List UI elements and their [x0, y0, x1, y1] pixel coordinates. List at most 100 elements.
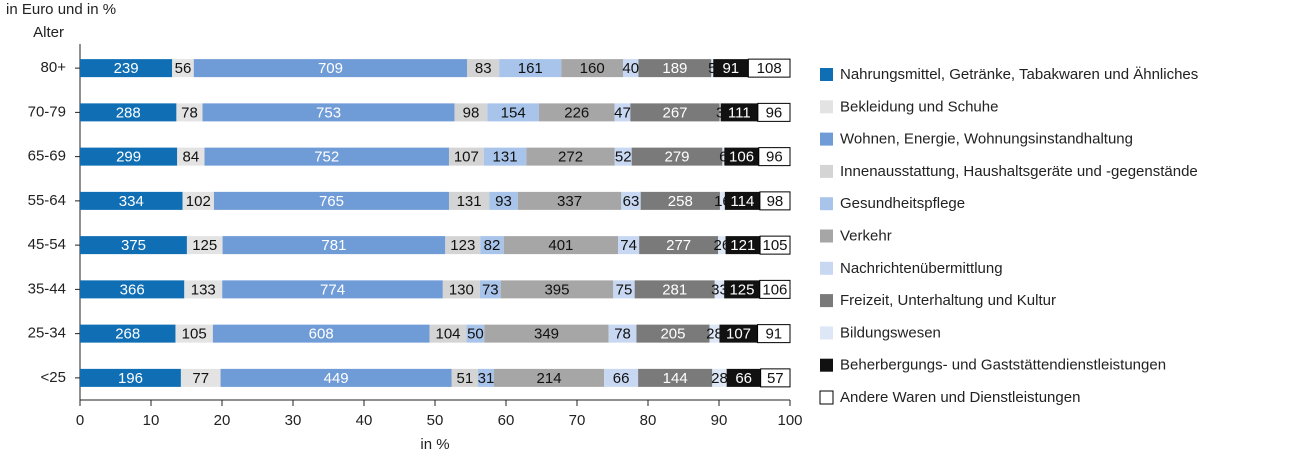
data-label: 91 — [765, 326, 782, 343]
data-label: 98 — [767, 193, 784, 210]
data-label: 56 — [175, 60, 192, 77]
data-label: 214 — [537, 370, 562, 387]
bar-segment — [80, 59, 173, 78]
data-label: 366 — [120, 281, 145, 298]
legend-label: Verkehr — [840, 227, 892, 244]
data-label: 74 — [620, 237, 637, 254]
bar-segment — [442, 280, 480, 299]
bar-segment — [719, 103, 721, 122]
x-tick-label: 40 — [356, 412, 373, 429]
data-label: 108 — [757, 60, 782, 77]
bar-segment — [479, 280, 501, 299]
bar-segment — [726, 368, 761, 387]
data-label: 78 — [614, 326, 631, 343]
bar-segment — [623, 59, 639, 78]
bar-segment — [467, 59, 500, 78]
data-label: 709 — [318, 60, 343, 77]
bar-segment — [477, 368, 494, 387]
data-label: 189 — [662, 60, 687, 77]
x-tick-label: 80 — [640, 412, 657, 429]
bar-segment — [631, 147, 723, 166]
data-label: 114 — [730, 193, 754, 210]
legend-swatch — [820, 197, 833, 211]
bar-segment — [80, 280, 185, 299]
bar-segment — [213, 191, 449, 210]
bar-segment — [176, 103, 203, 122]
data-label: 226 — [564, 104, 589, 121]
bar-segment — [499, 59, 562, 78]
data-label: 272 — [558, 149, 583, 166]
legend-label: Gesundheitspflege — [840, 195, 965, 212]
bar-segment — [757, 324, 791, 344]
bar-segment — [630, 103, 720, 122]
data-label: 73 — [482, 281, 499, 298]
data-label: 96 — [766, 104, 783, 121]
bar-segment — [608, 324, 637, 343]
bar-segment — [429, 324, 467, 343]
bar-segment — [182, 191, 214, 210]
bar-segment — [177, 147, 205, 166]
data-label: 63 — [623, 193, 640, 210]
data-label: 111 — [728, 104, 751, 121]
data-label: 104 — [435, 326, 460, 343]
bar-segment — [172, 59, 194, 78]
data-label: 82 — [484, 237, 501, 254]
y-tick-label: 65-69 — [28, 148, 66, 165]
legend-label: Bekleidung und Schuhe — [840, 98, 998, 115]
y-tick-label: 25-34 — [28, 325, 66, 342]
bar-segment — [759, 235, 791, 255]
bar-segment — [448, 147, 484, 166]
bar-segment — [757, 102, 791, 122]
bar-segment — [80, 103, 177, 122]
bar-segment — [466, 324, 485, 343]
legend-label: Innenausstattung, Haushaltsgeräte und -g… — [840, 163, 1198, 180]
bar-segment — [713, 59, 749, 78]
bar-segment — [484, 324, 609, 343]
bar-segment — [640, 191, 720, 210]
x-tick-label: 100 — [777, 412, 802, 429]
data-label: 75 — [616, 281, 633, 298]
data-label: 131 — [457, 193, 482, 210]
chart-title: in Euro und in % — [6, 1, 116, 18]
data-label: 93 — [495, 193, 512, 210]
data-label: 98 — [463, 104, 480, 121]
data-label: 47 — [614, 104, 631, 121]
y-tick-label: 45-54 — [28, 236, 66, 253]
y-axis-title: Alter — [33, 24, 64, 41]
x-axis-title: in % — [420, 436, 449, 453]
bar-segment — [489, 191, 518, 210]
data-label: 299 — [116, 149, 141, 166]
data-label: 267 — [662, 104, 687, 121]
y-tick-label: 35-44 — [28, 280, 66, 297]
legend-swatch — [820, 261, 833, 275]
x-tick-label: 50 — [427, 412, 444, 429]
data-label: 91 — [722, 60, 739, 77]
bar-segment — [193, 59, 468, 78]
data-label: 196 — [118, 370, 143, 387]
bar-segment — [451, 368, 478, 387]
data-label: 781 — [321, 237, 346, 254]
bar-segment — [480, 236, 504, 255]
bar-segment — [503, 236, 619, 255]
bar-segment — [621, 191, 641, 210]
bar-segment — [759, 191, 791, 211]
data-label: 125 — [192, 237, 217, 254]
data-label: 50 — [467, 326, 484, 343]
bar-segment — [613, 280, 635, 299]
bar-segment — [454, 103, 488, 122]
bar-segment — [712, 368, 727, 387]
x-tick-label: 0 — [76, 412, 84, 429]
legend-swatch — [820, 132, 833, 146]
bar-segment — [80, 324, 176, 343]
bar-segment — [638, 368, 713, 387]
data-label: 154 — [501, 104, 526, 121]
legend-swatch — [820, 164, 833, 178]
data-label: 106 — [729, 149, 754, 166]
data-label: 52 — [615, 149, 632, 166]
legend-label: Freizeit, Unterhaltung und Kultur — [840, 292, 1056, 309]
bar-segment — [718, 236, 726, 255]
y-tick-label: 55-64 — [28, 192, 66, 209]
bar-segment — [720, 103, 758, 122]
data-label: 281 — [662, 281, 687, 298]
legend-label: Beherbergungs- und Gaststättendienstleis… — [840, 357, 1166, 374]
